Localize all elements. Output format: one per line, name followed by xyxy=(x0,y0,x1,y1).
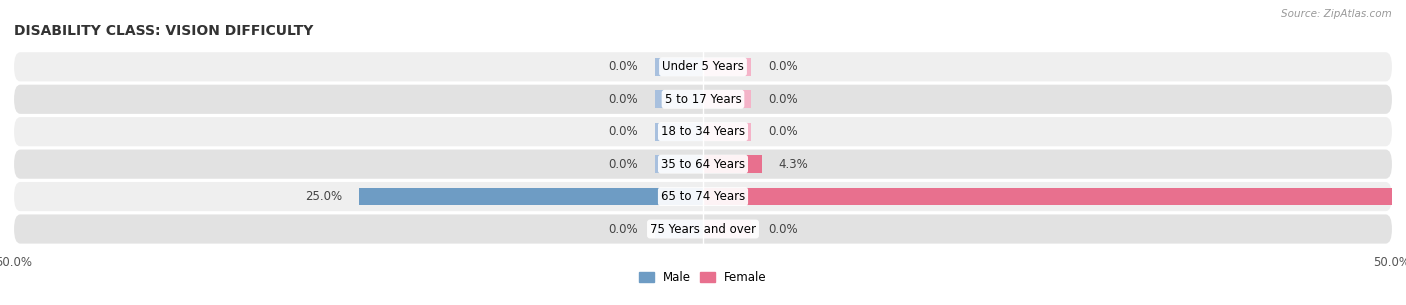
FancyBboxPatch shape xyxy=(14,52,1392,81)
Text: Under 5 Years: Under 5 Years xyxy=(662,60,744,73)
Text: 65 to 74 Years: 65 to 74 Years xyxy=(661,190,745,203)
Text: 75 Years and over: 75 Years and over xyxy=(650,223,756,235)
Text: 0.0%: 0.0% xyxy=(609,60,638,73)
Bar xyxy=(703,155,762,173)
Text: 0.0%: 0.0% xyxy=(768,60,797,73)
Text: 0.0%: 0.0% xyxy=(609,93,638,106)
Bar xyxy=(359,188,703,206)
FancyBboxPatch shape xyxy=(14,214,1392,244)
Bar xyxy=(655,123,703,141)
Bar xyxy=(703,220,751,238)
Legend: Male, Female: Male, Female xyxy=(634,267,772,289)
Text: 18 to 34 Years: 18 to 34 Years xyxy=(661,125,745,138)
Text: DISABILITY CLASS: VISION DIFFICULTY: DISABILITY CLASS: VISION DIFFICULTY xyxy=(14,24,314,38)
Text: 25.0%: 25.0% xyxy=(305,190,342,203)
Text: 5 to 17 Years: 5 to 17 Years xyxy=(665,93,741,106)
Bar xyxy=(703,188,1392,206)
Text: 0.0%: 0.0% xyxy=(768,93,797,106)
FancyBboxPatch shape xyxy=(14,149,1392,179)
FancyBboxPatch shape xyxy=(14,182,1392,211)
Bar xyxy=(703,90,751,108)
Bar xyxy=(655,220,703,238)
FancyBboxPatch shape xyxy=(14,117,1392,146)
Text: 0.0%: 0.0% xyxy=(768,223,797,235)
Text: 4.3%: 4.3% xyxy=(779,158,808,170)
Bar xyxy=(655,155,703,173)
Text: 35 to 64 Years: 35 to 64 Years xyxy=(661,158,745,170)
Bar xyxy=(655,90,703,108)
Text: 0.0%: 0.0% xyxy=(609,125,638,138)
Text: 0.0%: 0.0% xyxy=(609,158,638,170)
Text: 0.0%: 0.0% xyxy=(768,125,797,138)
Bar xyxy=(655,58,703,76)
Bar xyxy=(703,58,751,76)
FancyBboxPatch shape xyxy=(14,85,1392,114)
Bar xyxy=(703,123,751,141)
Text: 0.0%: 0.0% xyxy=(609,223,638,235)
Text: Source: ZipAtlas.com: Source: ZipAtlas.com xyxy=(1281,9,1392,19)
